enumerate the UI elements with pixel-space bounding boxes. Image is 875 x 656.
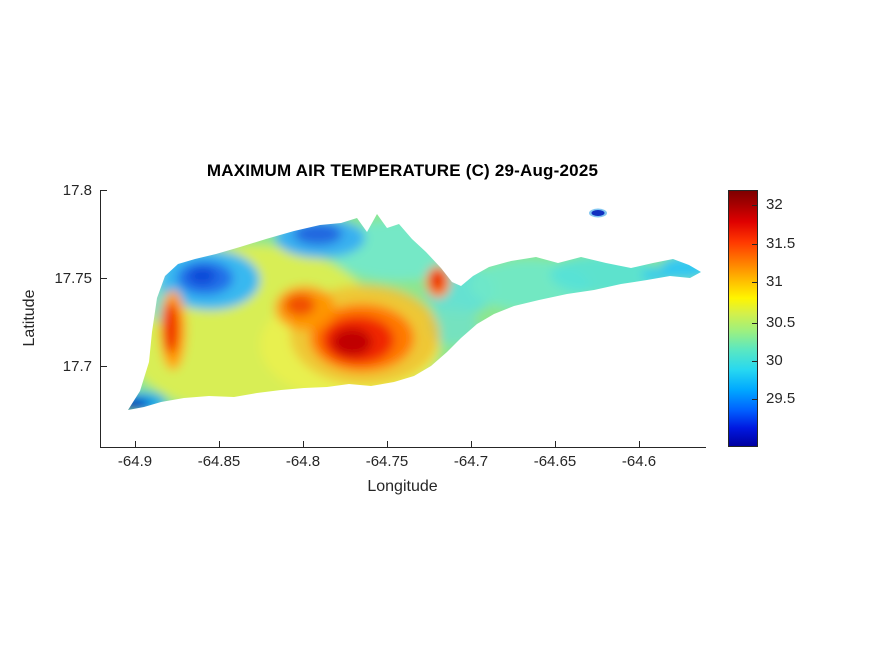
- y-tick-mark: [101, 190, 107, 191]
- x-tick-label: -64.8: [285, 453, 321, 470]
- x-tick-mark: [471, 441, 472, 447]
- y-axis-line: [100, 190, 101, 448]
- colorbar-tick-mark: [752, 399, 757, 400]
- x-tick-label: -64.65: [533, 453, 577, 470]
- colorbar-tick-mark: [752, 205, 757, 206]
- islet-buck-island: [589, 208, 607, 218]
- y-tick-mark: [101, 366, 107, 367]
- colorbar-tick-mark: [752, 244, 757, 245]
- temperature-map: [128, 208, 701, 410]
- y-tick-label: 17.8: [62, 182, 92, 199]
- colorbar-tick-mark: [752, 282, 757, 283]
- colorbar-tick-label: 30: [766, 352, 783, 369]
- x-tick-label: -64.7: [453, 453, 489, 470]
- plot-area: [100, 190, 705, 447]
- x-tick-label: -64.75: [365, 453, 409, 470]
- colorbar-gradient: [728, 190, 758, 447]
- colorbar-tick-label: 29.5: [766, 390, 796, 407]
- y-tick-label: 17.75: [54, 270, 92, 287]
- x-tick-mark: [387, 441, 388, 447]
- island-region: [128, 214, 701, 410]
- x-tick-label: -64.85: [197, 453, 241, 470]
- colorbar-tick-mark: [752, 361, 757, 362]
- x-tick-label: -64.9: [117, 453, 153, 470]
- x-tick-mark: [219, 441, 220, 447]
- chart-title: MAXIMUM AIR TEMPERATURE (C) 29-Aug-2025: [206, 161, 599, 180]
- colorbar-tick-label: 31.5: [766, 235, 796, 252]
- x-tick-mark: [639, 441, 640, 447]
- y-axis-label: Latitude: [21, 289, 38, 347]
- x-axis-line: [100, 447, 706, 448]
- colorbar-tick-label: 32: [766, 196, 783, 213]
- y-tick-label: 17.7: [62, 358, 92, 375]
- x-tick-mark: [303, 441, 304, 447]
- colorbar-tick-mark: [752, 323, 757, 324]
- x-tick-mark: [135, 441, 136, 447]
- colorbar-tick-label: 30.5: [766, 314, 796, 331]
- colorbar-tick-label: 31: [766, 273, 783, 290]
- x-axis-label: Longitude: [367, 478, 438, 495]
- y-tick-mark: [101, 278, 107, 279]
- x-tick-label: -64.6: [621, 453, 657, 470]
- x-tick-mark: [555, 441, 556, 447]
